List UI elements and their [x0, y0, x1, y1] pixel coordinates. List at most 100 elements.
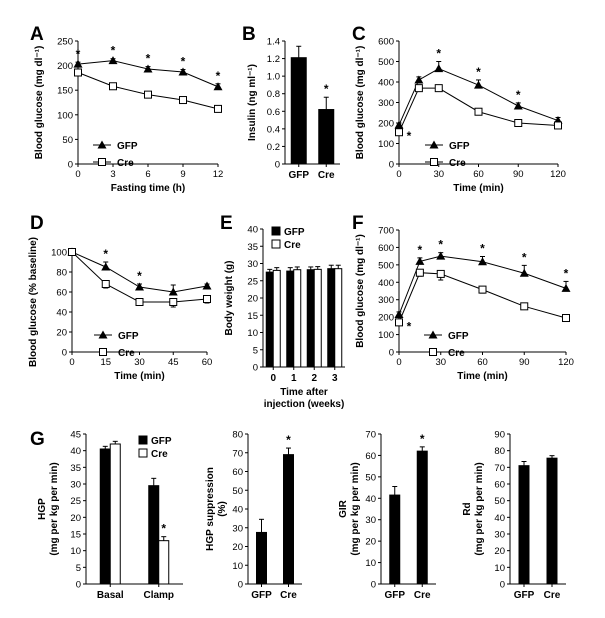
x-tick-label-G4: Cre	[544, 590, 561, 601]
y-tick-label-E: 20	[247, 294, 258, 305]
y-tick-label-G2: 80	[232, 430, 243, 441]
y-tick-label-G4: 80	[494, 446, 505, 457]
y-tick-label-B: 0.4	[267, 124, 280, 135]
panel-letter-f: F	[352, 213, 364, 234]
significance-star-D: *	[137, 269, 142, 283]
y-axis-label-G4: Rd(mg per kg per min)	[462, 462, 485, 555]
significance-star-D: *	[103, 247, 108, 261]
x-tick-label-B: Cre	[318, 170, 335, 181]
y-tick-label-G3: 0	[371, 580, 376, 591]
y-axis-label-F: Blood glucose (mg dl⁻¹)	[355, 234, 366, 348]
y-tick-label-E: 10	[247, 328, 258, 339]
data-point-F-cre	[395, 318, 403, 327]
y-tick-label-B: 1.2	[267, 54, 280, 65]
data-point-C-gfp	[414, 75, 424, 84]
data-point-D-cre	[135, 298, 144, 306]
x-tick-label-F: 60	[477, 357, 488, 368]
y-axis-label-C: Blood glucose (mg dl⁻¹)	[355, 46, 366, 160]
data-point-D-cre	[101, 280, 110, 288]
legend-swatch-cre-E	[271, 239, 281, 249]
legend-marker-cre-F	[429, 348, 437, 356]
y-tick-label-G3: 10	[365, 558, 376, 569]
y-tick-label-D: 100	[51, 248, 67, 259]
legend-label-cre-C: Cre	[449, 158, 466, 169]
y-tick-label-A: 50	[62, 135, 73, 146]
y-tick-label-E: 5	[253, 345, 258, 356]
significance-star-F: *	[438, 238, 443, 252]
y-tick-label-G4: 60	[494, 480, 505, 491]
data-point-A-cre	[144, 90, 152, 99]
data-point-A-gfp	[73, 59, 83, 68]
bar-E-cre	[313, 268, 322, 368]
panel-letter-e: E	[220, 213, 233, 234]
y-tick-label-G4: 20	[494, 546, 505, 557]
y-tick-label-A: 150	[57, 86, 73, 97]
panel-letter-a: A	[30, 24, 44, 45]
y-tick-label-B: 1.4	[267, 37, 280, 48]
y-tick-label-G2: 40	[232, 505, 243, 516]
significance-star-C: *	[516, 88, 521, 102]
legend-label-gfp-D: GFP	[118, 331, 139, 342]
y-tick-label-G1: 15	[70, 530, 81, 541]
legend-label-cre-E: Cre	[284, 240, 301, 251]
data-point-F-gfp	[415, 256, 425, 265]
y-tick-label-C: 600	[378, 37, 394, 48]
bar-G4-gfp	[518, 465, 530, 585]
y-tick-label-G4: 40	[494, 513, 505, 524]
data-point-A-gfp	[178, 67, 188, 76]
x-tick-label-G2: GFP	[251, 590, 272, 601]
y-tick-label-F: 600	[378, 243, 394, 254]
data-point-F-cre	[562, 314, 570, 323]
data-point-C-gfp	[474, 80, 483, 89]
legend-marker-cre-D	[99, 348, 107, 356]
y-tick-label-F: 100	[378, 330, 394, 341]
y-tick-label-E: 15	[247, 311, 258, 322]
data-point-A-cre	[214, 104, 222, 113]
y-tick-label-G1: 25	[70, 496, 81, 507]
y-axis-label-G1: HGP(mg per kg per min)	[37, 462, 60, 555]
y-axis-label-G1-line: HGP	[37, 498, 48, 520]
legend-marker-gfp-A	[97, 140, 107, 149]
significance-star-A: *	[216, 69, 221, 83]
y-tick-label-G3: 60	[365, 451, 376, 462]
bar-G4-cre	[546, 457, 558, 585]
data-point-D-cre	[203, 295, 211, 303]
x-tick-label-C: 0	[396, 169, 401, 180]
legend-label-gfp-F: GFP	[448, 331, 469, 342]
y-tick-label-E: 0	[253, 363, 258, 374]
y-tick-label-G2: 70	[232, 448, 243, 459]
y-tick-label-G3: 40	[365, 494, 376, 505]
x-tick-label-F: 120	[558, 357, 574, 368]
data-point-D-gfp	[135, 282, 144, 291]
y-tick-label-B: 0	[275, 160, 280, 171]
x-tick-label-D: 15	[100, 357, 111, 368]
data-point-A-gfp	[143, 64, 153, 73]
y-axis-label-G1-line: (mg per kg per min)	[49, 462, 60, 555]
significance-star-A: *	[181, 55, 186, 69]
x-tick-label-C: 60	[473, 169, 484, 180]
x-tick-label-G2: Cre	[280, 590, 297, 601]
significance-star-B: *	[324, 82, 329, 96]
y-tick-label-B: 0.2	[267, 142, 280, 153]
y-tick-label-B: 0.6	[267, 107, 280, 118]
y-tick-label-E: 40	[247, 225, 258, 236]
significance-star-A: *	[111, 44, 116, 58]
x-tick-label-A: 3	[110, 169, 115, 180]
y-tick-label-F: 500	[378, 260, 394, 271]
y-axis-label-G2: HGP suppression(%)	[205, 467, 228, 551]
panel-letter-g: G	[30, 429, 45, 450]
x-tick-label-A: 12	[213, 169, 224, 180]
x-tick-label-G3: GFP	[384, 590, 405, 601]
data-point-D-gfp	[101, 262, 111, 271]
y-axis-label-G4-line: (mg per kg per min)	[474, 462, 485, 555]
y-tick-label-G1: 0	[76, 580, 81, 591]
y-axis-label-A: Blood glucose (mg dl⁻¹)	[34, 46, 45, 160]
data-point-F-gfp	[478, 257, 487, 266]
y-axis-label-D: Blood glucose (% baseline)	[28, 237, 39, 367]
y-axis-label-G4-line: Rd	[462, 502, 473, 515]
y-tick-label-G4: 50	[494, 496, 505, 507]
bar-E-gfp	[265, 271, 274, 368]
x-tick-label-E: 1	[291, 373, 297, 384]
y-axis-label-G3-line: (mg per kg per min)	[350, 462, 361, 555]
significance-star-F: *	[418, 243, 423, 257]
